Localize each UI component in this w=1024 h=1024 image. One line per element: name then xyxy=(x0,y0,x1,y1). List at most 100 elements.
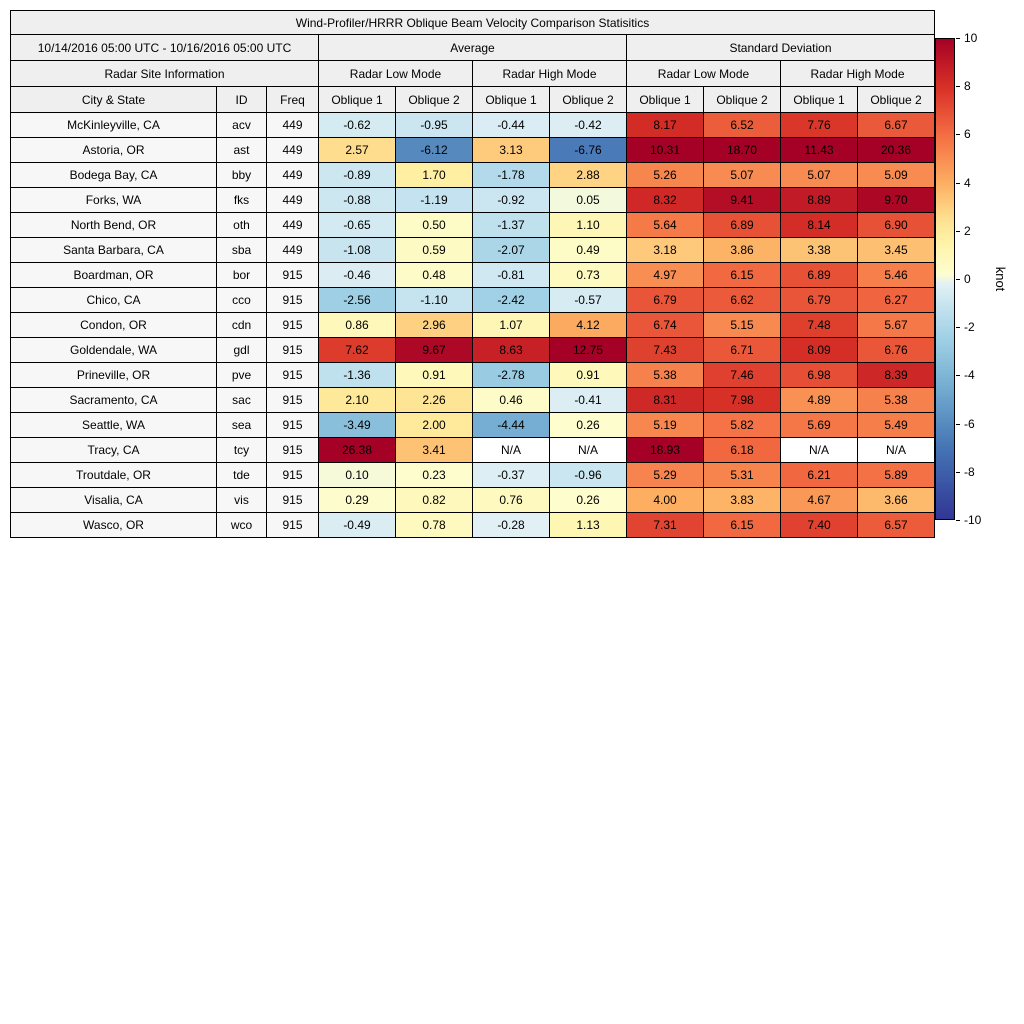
value-cell: -0.96 xyxy=(549,462,627,488)
value-cell: 7.46 xyxy=(703,362,781,388)
site-id-cell: ast xyxy=(216,137,267,163)
freq-cell: 449 xyxy=(266,212,319,238)
city-state-cell: Wasco, OR xyxy=(10,512,217,538)
value-cell: -0.46 xyxy=(318,262,396,288)
table-row: Prineville, OR pve 915 -1.36 0.91 -2.78 0.91 5.… xyxy=(10,362,935,388)
value-cell: 6.57 xyxy=(857,512,935,538)
value-cell: 18.70 xyxy=(703,137,781,163)
value-cell: -1.78 xyxy=(472,162,550,188)
value-cell: -6.12 xyxy=(395,137,473,163)
value-cell: -2.78 xyxy=(472,362,550,388)
value-cell: 6.67 xyxy=(857,112,935,138)
colorbar-tick-label: 10 xyxy=(964,31,978,45)
value-cell: 3.41 xyxy=(395,437,473,463)
value-cell: 1.70 xyxy=(395,162,473,188)
table-header: Wind-Profiler/HRRR Oblique Beam Velocity… xyxy=(10,10,935,113)
value-cell: -0.57 xyxy=(549,287,627,313)
value-cell: 5.49 xyxy=(857,412,935,438)
value-cell: -0.81 xyxy=(472,262,550,288)
city-state-cell: North Bend, OR xyxy=(10,212,217,238)
site-id-cell: cco xyxy=(216,287,267,313)
value-cell: 3.86 xyxy=(703,237,781,263)
value-cell: 0.10 xyxy=(318,462,396,488)
group-average-header: Average xyxy=(318,34,627,61)
table-row: Visalia, CA vis 915 0.29 0.82 0.76 0.26 4.00 3.8… xyxy=(10,487,935,513)
value-cell: 6.90 xyxy=(857,212,935,238)
value-cell: -0.42 xyxy=(549,112,627,138)
table-row: Astoria, OR ast 449 2.57 -6.12 3.13 -6.76 10.31… xyxy=(10,137,935,163)
value-cell: 0.49 xyxy=(549,237,627,263)
site-id-cell: sea xyxy=(216,412,267,438)
value-cell: 18.93 xyxy=(626,437,704,463)
value-cell: 0.86 xyxy=(318,312,396,338)
value-cell: -1.37 xyxy=(472,212,550,238)
value-cell: 0.26 xyxy=(549,487,627,513)
colorbar-tick-mark xyxy=(956,520,960,521)
value-cell: 4.12 xyxy=(549,312,627,338)
freq-cell: 449 xyxy=(266,237,319,263)
table-row: Wasco, OR wco 915 -0.49 0.78 -0.28 1.13 7.31 6.1… xyxy=(10,512,935,538)
value-cell: 1.07 xyxy=(472,312,550,338)
site-id-cell: bor xyxy=(216,262,267,288)
colorbar-tick-mark xyxy=(956,327,960,329)
value-cell: 5.09 xyxy=(857,162,935,188)
city-state-cell: Santa Barbara, CA xyxy=(10,237,217,263)
freq-cell: 915 xyxy=(266,262,319,288)
std-radar-low-mode-header: Radar Low Mode xyxy=(626,60,781,87)
value-cell: 5.82 xyxy=(703,412,781,438)
col-freq: Freq xyxy=(266,86,319,113)
colorbar-tick-mark xyxy=(956,134,960,136)
value-cell: 6.76 xyxy=(857,337,935,363)
value-cell: 6.52 xyxy=(703,112,781,138)
site-id-cell: cdn xyxy=(216,312,267,338)
value-cell: 5.26 xyxy=(626,162,704,188)
colorbar-tick-label: 4 xyxy=(964,175,971,190)
value-cell: 4.97 xyxy=(626,262,704,288)
site-id-cell: vis xyxy=(216,487,267,513)
value-cell: 0.82 xyxy=(395,487,473,513)
value-cell: -0.62 xyxy=(318,112,396,138)
table-row: Boardman, OR bor 915 -0.46 0.48 -0.81 0.73 4.97… xyxy=(10,262,935,288)
city-state-cell: Sacramento, CA xyxy=(10,387,217,413)
city-state-cell: Forks, WA xyxy=(10,187,217,213)
avg-radar-low-mode-header: Radar Low Mode xyxy=(318,60,473,87)
value-cell: -3.49 xyxy=(318,412,396,438)
site-id-cell: fks xyxy=(216,187,267,213)
col-city-state: City & State xyxy=(10,86,217,113)
value-cell: 0.76 xyxy=(472,487,550,513)
stats-table: Wind-Profiler/HRRR Oblique Beam Velocity… xyxy=(10,10,935,538)
value-cell: 6.71 xyxy=(703,337,781,363)
value-cell: 6.27 xyxy=(857,287,935,313)
value-cell: 2.10 xyxy=(318,387,396,413)
value-cell: 8.32 xyxy=(626,187,704,213)
freq-cell: 915 xyxy=(266,312,319,338)
value-cell: 5.46 xyxy=(857,262,935,288)
table-row: Troutdale, OR tde 915 0.10 0.23 -0.37 -0.96 5.2… xyxy=(10,462,935,488)
value-cell: -4.44 xyxy=(472,412,550,438)
std-radar-high-mode-header: Radar High Mode xyxy=(780,60,935,87)
table-row: McKinleyville, CA acv 449 -0.62 -0.95 -0.44 -0… xyxy=(10,112,935,138)
value-cell: 6.89 xyxy=(780,262,858,288)
value-cell: N/A xyxy=(549,437,627,463)
radar-site-information-header: Radar Site Information xyxy=(10,60,319,87)
col-std-low-oblique1: Oblique 1 xyxy=(626,86,704,113)
table-row: Condon, OR cdn 915 0.86 2.96 1.07 4.12 6.74 5.15… xyxy=(10,312,935,338)
value-cell: 2.00 xyxy=(395,412,473,438)
value-cell: 5.67 xyxy=(857,312,935,338)
freq-cell: 915 xyxy=(266,512,319,538)
value-cell: 0.73 xyxy=(549,262,627,288)
value-cell: 0.91 xyxy=(549,362,627,388)
value-cell: -1.10 xyxy=(395,287,473,313)
value-cell: 8.63 xyxy=(472,337,550,363)
colorbar-tick-mark xyxy=(956,471,960,473)
col-avg-low-oblique1: Oblique 1 xyxy=(318,86,396,113)
freq-cell: 915 xyxy=(266,337,319,363)
freq-cell: 915 xyxy=(266,487,319,513)
value-cell: 1.13 xyxy=(549,512,627,538)
value-cell: -0.37 xyxy=(472,462,550,488)
freq-cell: 915 xyxy=(266,462,319,488)
value-cell: 4.67 xyxy=(780,487,858,513)
value-cell: 5.07 xyxy=(780,162,858,188)
colorbar-tick-label: -2 xyxy=(964,320,975,335)
